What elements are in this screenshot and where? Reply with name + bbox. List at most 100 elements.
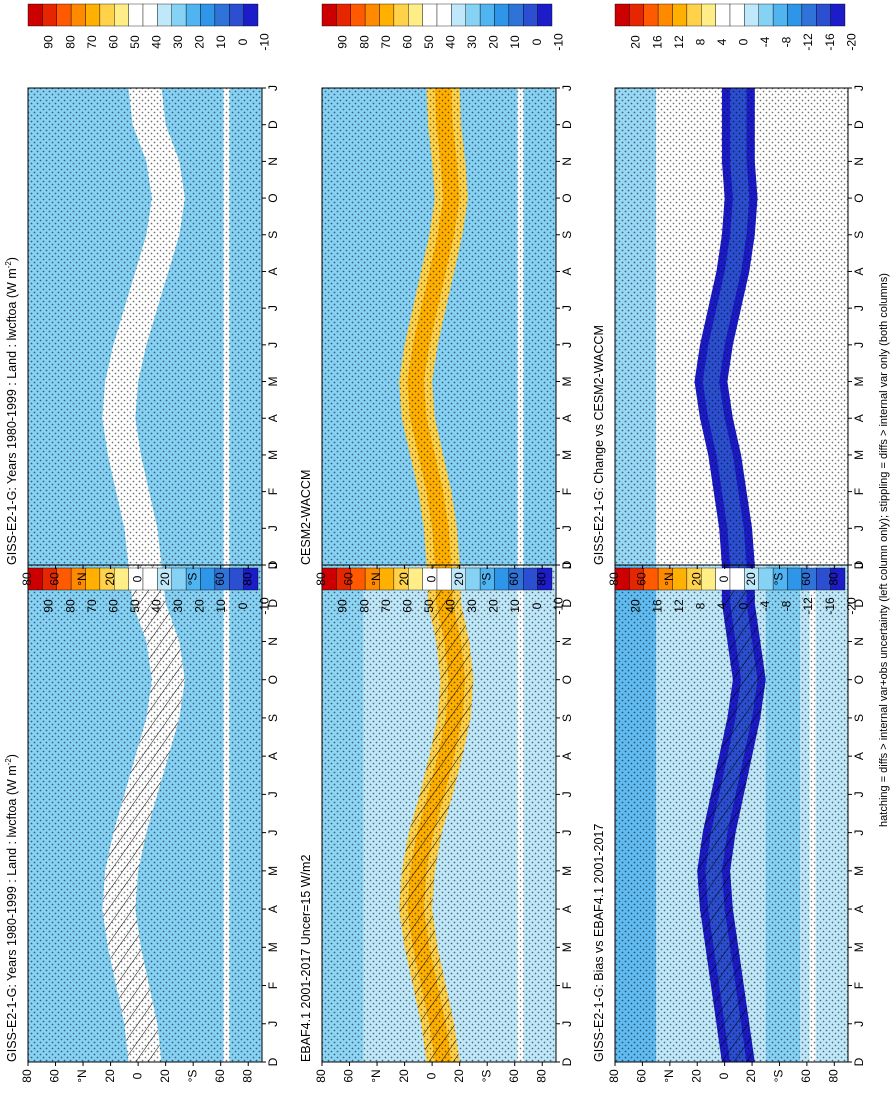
lat-tick-label: °S bbox=[479, 1070, 493, 1083]
lat-tick-label: 20 bbox=[103, 1069, 117, 1083]
colorbar-segment bbox=[436, 3, 452, 27]
colorbar: 90 80 70 60 50 40 30 20 10 0 -10 bbox=[321, 567, 565, 615]
month-tick-label: J bbox=[560, 305, 574, 311]
month-tick-label: F bbox=[852, 982, 866, 989]
colorbar-segment bbox=[729, 567, 745, 591]
month-tick-label: J bbox=[266, 342, 280, 348]
lat-tick-label: 60 bbox=[799, 572, 813, 586]
panel-title-sup: -2 bbox=[4, 758, 13, 766]
colorbar-segment bbox=[364, 3, 380, 27]
colorbar: 90 80 70 60 50 40 30 20 10 0 -10 bbox=[27, 567, 271, 615]
lat-tick-label: 20 bbox=[397, 572, 411, 586]
colorbar-label: 50 bbox=[422, 35, 436, 49]
lat-tick-label: 80 bbox=[240, 572, 254, 586]
lat-tick-label: 80 bbox=[240, 1069, 254, 1083]
colorbar-label: 10 bbox=[508, 35, 522, 49]
month-tick-label: J bbox=[560, 830, 574, 836]
colorbar-label: 60 bbox=[106, 599, 120, 613]
month-tick-label: J bbox=[852, 791, 866, 797]
lat-tick-label: 60 bbox=[635, 1069, 649, 1083]
month-tick-label: A bbox=[266, 267, 280, 275]
lat-tick-label: 20 bbox=[397, 1069, 411, 1083]
colorbar-label: -4 bbox=[758, 36, 772, 47]
colorbar-label: 70 bbox=[85, 35, 99, 49]
colorbar-label: -16 bbox=[823, 597, 837, 615]
lat-tick-label: °N bbox=[369, 1069, 383, 1082]
colorbar-segment bbox=[772, 3, 788, 27]
lat-tick-label: 80 bbox=[607, 572, 621, 586]
lat-tick-label: 60 bbox=[213, 1069, 227, 1083]
lat-tick-label: 60 bbox=[799, 1069, 813, 1083]
month-tick-label: D bbox=[852, 1057, 866, 1066]
colorbar-segment bbox=[200, 3, 216, 27]
month-tick-label: J bbox=[852, 342, 866, 348]
lat-tick-label: 80 bbox=[20, 1069, 34, 1083]
colorbar-segment bbox=[229, 3, 244, 27]
colorbar-segment bbox=[830, 3, 846, 27]
month-tick-label: O bbox=[560, 675, 574, 684]
lat-tick-label: °S bbox=[479, 573, 493, 586]
colorbar-label: -12 bbox=[801, 597, 815, 615]
colorbar-label: 20 bbox=[629, 599, 643, 613]
colorbar-label: 30 bbox=[171, 35, 185, 49]
colorbar-label: 0 bbox=[236, 602, 250, 609]
lat-tick-label: 0 bbox=[717, 575, 731, 582]
lat-tick-label: 60 bbox=[342, 572, 356, 586]
month-tick-label: J bbox=[852, 305, 866, 311]
month-tick-label: M bbox=[852, 866, 866, 876]
colorbar-label: -10 bbox=[257, 597, 271, 615]
month-tick-label: S bbox=[560, 714, 574, 722]
colorbar-label: 40 bbox=[444, 35, 458, 49]
month-tick-label: A bbox=[560, 905, 574, 913]
colorbar-segment bbox=[451, 3, 466, 27]
month-tick-label: A bbox=[560, 752, 574, 760]
colorbar-segment bbox=[142, 3, 158, 27]
colorbar-label: 90 bbox=[336, 599, 350, 613]
colorbar-label: 80 bbox=[63, 599, 77, 613]
lat-tick-label: °S bbox=[772, 1070, 786, 1083]
hatching-overlay bbox=[399, 565, 474, 1062]
month-tick-label: A bbox=[266, 414, 280, 422]
colorbar-label: 0 bbox=[236, 38, 250, 45]
colorbar-label: 0 bbox=[530, 38, 544, 45]
lat-tick-label: 20 bbox=[744, 572, 758, 586]
month-tick-label: N bbox=[852, 157, 866, 166]
panel-title-text: GISS-E2-1-G: Years 1980-1999 : Land : lw… bbox=[5, 268, 19, 565]
colorbar-label: -8 bbox=[780, 36, 794, 47]
colorbar-segment bbox=[465, 3, 481, 27]
colorbar-segment bbox=[379, 3, 395, 27]
colorbar-label: 60 bbox=[106, 35, 120, 49]
colorbar-segment bbox=[701, 3, 716, 27]
month-tick-label: S bbox=[266, 231, 280, 239]
colorbar-segment bbox=[657, 3, 673, 27]
stippling-overlay bbox=[322, 88, 556, 565]
colorbar: 90 80 70 60 50 40 30 20 10 0 -10 bbox=[27, 3, 271, 51]
month-tick-label: J bbox=[266, 791, 280, 797]
colorbar-segment bbox=[436, 567, 452, 591]
colorbar-segment bbox=[643, 3, 659, 27]
colorbar-segment bbox=[744, 3, 759, 27]
colorbar-segment bbox=[715, 3, 731, 27]
lat-tick-label: 20 bbox=[744, 1069, 758, 1083]
colorbar-segment bbox=[56, 3, 72, 27]
colorbar-label: 8 bbox=[693, 602, 707, 609]
colorbar-segment bbox=[816, 3, 831, 27]
colorbar-label: 90 bbox=[42, 35, 56, 49]
colorbar-label: 20 bbox=[487, 599, 501, 613]
colorbar-label: 16 bbox=[650, 599, 664, 613]
hatching-overlay bbox=[697, 565, 766, 1062]
colorbar-segment bbox=[243, 567, 259, 591]
month-tick-label: S bbox=[852, 231, 866, 239]
colorbar-segment bbox=[85, 3, 101, 27]
month-tick-label: F bbox=[560, 982, 574, 989]
month-tick-label: M bbox=[266, 377, 280, 387]
colorbar-segment bbox=[801, 3, 817, 27]
colorbar-segment bbox=[494, 3, 510, 27]
colorbar-label: 90 bbox=[42, 599, 56, 613]
month-tick-label: N bbox=[560, 637, 574, 646]
footer-note: hatching = diffs > internal var+obs unce… bbox=[878, 273, 890, 827]
colorbar: 20 16 12 8 4 0 -4 -8 -12 -16 -20 bbox=[614, 3, 858, 51]
colorbar-label: -10 bbox=[551, 597, 565, 615]
